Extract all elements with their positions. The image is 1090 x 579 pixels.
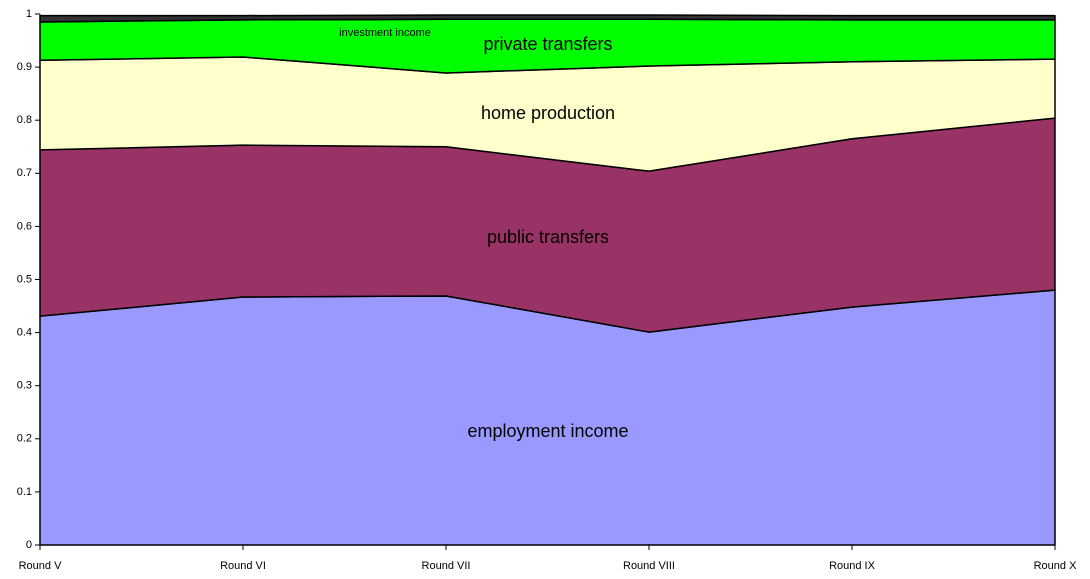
y-tick-label: 0.3 [17,380,32,392]
y-tick-label: 0.2 [17,433,32,445]
y-tick-label: 0.4 [17,327,32,339]
series-label: employment income [467,421,628,441]
x-tick-label: Round IX [829,560,876,572]
y-tick-label: 0.9 [17,61,32,73]
x-tick-label: Round VI [220,560,266,572]
x-tick-label: Round V [19,560,62,572]
y-tick-label: 0.6 [17,220,32,232]
series-label: public transfers [487,227,609,247]
series-label: investment income [339,27,431,39]
x-tick-label: Round X [1034,560,1077,572]
series-label: private transfers [483,34,612,54]
x-tick-label: Round VII [422,560,471,572]
y-tick-label: 1 [26,8,32,20]
y-tick-label: 0.8 [17,114,32,126]
y-tick-label: 0.1 [17,486,32,498]
y-tick-label: 0.5 [17,273,32,285]
area [39,289,1056,546]
series-label: home production [481,103,615,123]
area [39,14,1056,23]
y-tick-label: 0.7 [17,167,32,179]
x-tick-label: Round VIII [623,560,675,572]
y-tick-label: 0 [26,539,32,551]
